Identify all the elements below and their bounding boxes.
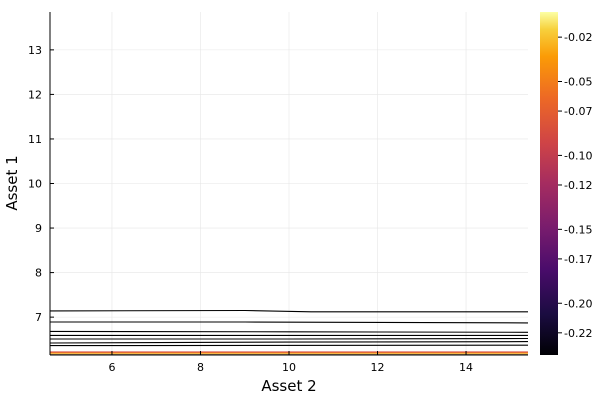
colorbar-tick-label: -0.15 xyxy=(564,223,592,236)
colorbar xyxy=(540,12,558,355)
x-tick-label: 10 xyxy=(282,361,296,374)
x-axis-ticks: 6 8 10 12 14 xyxy=(108,351,473,374)
contour-line xyxy=(50,321,528,324)
colorbar-tick-label: -0.05 xyxy=(564,75,592,88)
colorbar-tick-label: -0.10 xyxy=(564,149,592,162)
y-tick-label: 9 xyxy=(35,222,42,235)
y-tick-label: 11 xyxy=(28,133,42,146)
contour-line xyxy=(50,330,528,333)
y-tick-label: 12 xyxy=(28,88,42,101)
colorbar-tick-label: -0.12 xyxy=(564,179,592,192)
y-axis-ticks: 7 8 9 10 11 12 13 xyxy=(28,44,54,324)
colorbar-ticks: -0.02 -0.05 -0.07 -0.10 -0.12 -0.15 -0.17 -0.20… xyxy=(558,31,592,340)
colorbar-tick-label: -0.07 xyxy=(564,105,592,118)
x-axis-label: Asset 2 xyxy=(261,377,316,395)
colorbar-tick-label: -0.17 xyxy=(564,253,592,266)
y-tick-label: 8 xyxy=(35,267,42,280)
contour-line xyxy=(50,309,528,313)
contour-line xyxy=(50,337,528,340)
y-tick-label: 7 xyxy=(35,311,42,324)
x-tick-label: 12 xyxy=(371,361,385,374)
y-axis-label: Asset 1 xyxy=(3,155,21,210)
contour-line xyxy=(50,341,528,344)
colorbar-tick-label: -0.20 xyxy=(564,297,592,310)
plot-grid xyxy=(50,12,528,355)
contour-lines xyxy=(50,309,528,347)
x-tick-label: 8 xyxy=(197,361,204,374)
colorbar-tick-label: -0.22 xyxy=(564,327,592,340)
x-tick-label: 14 xyxy=(459,361,473,374)
colorbar-tick-label: -0.02 xyxy=(564,31,592,44)
y-tick-label: 10 xyxy=(28,178,42,191)
x-tick-label: 6 xyxy=(108,361,115,374)
y-tick-label: 13 xyxy=(28,44,42,57)
